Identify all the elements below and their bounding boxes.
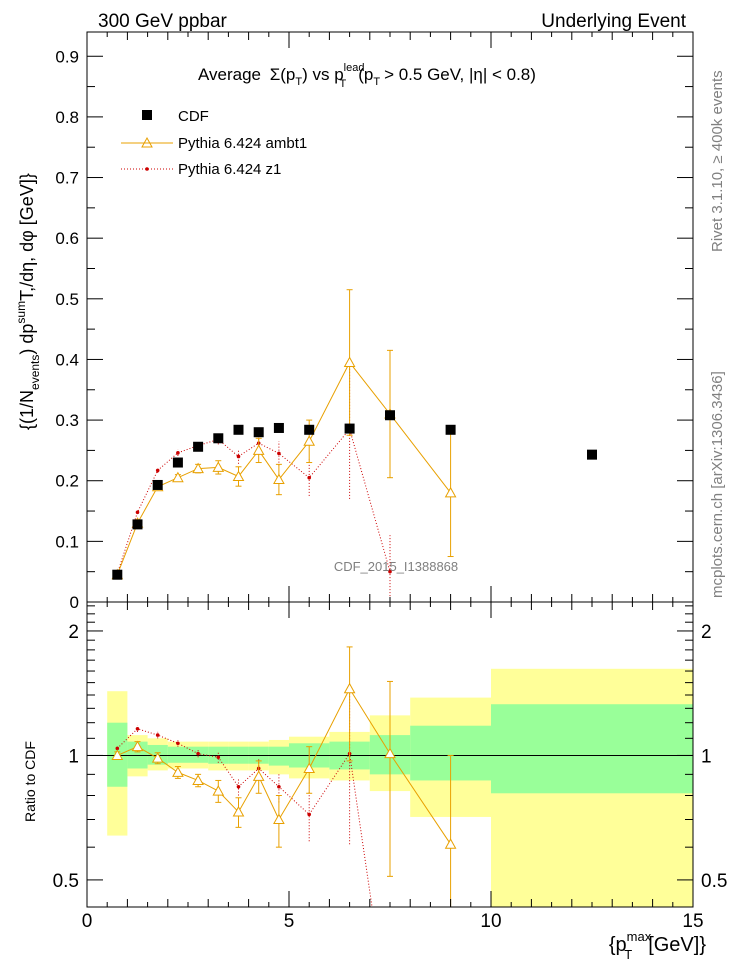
header-right: Underlying Event <box>541 11 686 32</box>
legend: CDF Pythia 6.424 ambt1 Pythia 6.424 z1 <box>121 108 307 178</box>
ratio-z1-point <box>216 755 221 760</box>
legend-label-z1: Pythia 6.424 z1 <box>178 161 281 178</box>
z1-point <box>176 451 180 455</box>
y-tick-label: 0.1 <box>55 532 79 551</box>
cdf-point <box>213 433 224 444</box>
ratio-panel: 0.5 0.5 1 1 2 2 0 5 10 15 Ratio to CDF {pmax T [GeV… <box>22 601 727 962</box>
z1-point <box>155 468 160 473</box>
ratio-ambt1-point <box>172 766 184 777</box>
cdf-point <box>385 410 395 421</box>
ambt1-point <box>192 462 204 474</box>
cdf-point <box>304 424 315 435</box>
ratio-z1-point <box>236 784 241 789</box>
ratio-z1-point <box>277 784 281 789</box>
z1-point <box>135 510 140 515</box>
mcplots-label: mcplots.cern.ch [arXiv:1306.3436] <box>709 371 726 598</box>
rivet-label: Rivet 3.1.10, ≥ 400k events <box>709 70 726 252</box>
x-axis-label: {pmax T [GeV]} <box>609 929 706 962</box>
ratio-y-tick-label-right: 0.5 <box>701 871 727 892</box>
cdf-point <box>132 519 143 530</box>
ratio-ambt1-point <box>273 813 285 824</box>
cdf-point <box>193 441 204 452</box>
ratio-z1-point <box>135 726 140 731</box>
ratio-y-tick-label-left: 1 <box>68 746 79 767</box>
ratio-band-green <box>268 746 289 766</box>
y-tick-label: 0.8 <box>55 108 79 127</box>
cdf-point <box>152 479 163 490</box>
ratio-band-green <box>491 704 693 794</box>
x-tick-label: 15 <box>682 911 703 932</box>
cdf-point <box>172 457 183 468</box>
cdf-point <box>344 423 355 434</box>
ambt1-point <box>343 356 356 367</box>
legend-marker-cdf <box>142 110 152 120</box>
ratio-ambt1-point <box>232 805 245 817</box>
ambt1-point <box>172 471 184 483</box>
y-tick-label: 0.4 <box>55 350 79 369</box>
ratio-ambt1-point <box>343 682 356 694</box>
legend-label-cdf: CDF <box>178 108 209 125</box>
ratio-ambt1-point <box>384 747 396 759</box>
y-tick-label: 0.6 <box>55 229 79 248</box>
ratio-band-green <box>167 746 188 763</box>
cdf-point <box>273 422 284 433</box>
ratio-z1-line <box>116 728 373 907</box>
main-y-label: {(1/Nevents) dpsumT,/dη, dφ [GeV]} <box>14 173 42 430</box>
y-tick-label: 0.5 <box>55 290 79 309</box>
ambt1-point <box>232 470 245 481</box>
ratio-ambt1-point <box>303 762 316 773</box>
legend-marker-z1 <box>145 167 149 171</box>
x-tick-label: 5 <box>284 911 295 932</box>
ratio-ambt1-point <box>151 752 164 763</box>
ambt1-point <box>252 444 265 455</box>
ratio-z1-point <box>176 741 180 746</box>
cdf-point <box>587 449 597 460</box>
analysis-watermark: CDF_2015_I1388868 <box>334 559 458 574</box>
ratio-y-label: Ratio to CDF <box>22 741 38 822</box>
legend-marker-ambt1 <box>141 136 153 148</box>
ambt1-point <box>273 473 285 485</box>
main-title: Average Σ(pT) vs plead T (pT > 0.5 GeV, |η|… <box>198 62 536 90</box>
ratio-y-tick-label-right: 1 <box>701 746 712 767</box>
ambt1-point <box>212 461 225 472</box>
y-tick-label: 0.2 <box>55 472 79 491</box>
ambt1-point <box>444 486 457 498</box>
cdf-point <box>445 424 456 435</box>
z1-point <box>236 454 241 459</box>
cdf-point <box>253 427 264 438</box>
y-tick-label: 0.3 <box>55 411 79 430</box>
ratio-ambt1-point <box>192 774 204 785</box>
z1-line <box>116 428 391 574</box>
ambt1-line <box>116 361 451 575</box>
ratio-ambt1-point <box>212 785 225 796</box>
ambt1-point <box>303 435 316 446</box>
ratio-z1-point <box>115 746 120 751</box>
x-tick-label: 0 <box>82 911 93 932</box>
z1-point <box>307 475 312 480</box>
ratio-z1-point <box>155 733 160 737</box>
ratio-z1-point <box>196 751 200 756</box>
main-panel: 0 0.1 0.2 0.3 0.4 0.5 0.6 0.7 0.8 0.9 Average Σ(p… <box>14 31 694 612</box>
cdf-point <box>233 424 244 435</box>
ratio-z1-point <box>307 812 312 817</box>
header-left: 300 GeV ppbar <box>98 11 228 32</box>
ratio-y-tick-label-left: 2 <box>68 622 79 643</box>
z1-point <box>388 569 392 574</box>
x-tick-label: 10 <box>480 911 501 932</box>
ratio-y-tick-label-left: 0.5 <box>53 871 79 892</box>
ratio-ambt1-point <box>131 740 144 752</box>
y-tick-label: 0.9 <box>55 47 79 66</box>
z1-point <box>277 451 281 456</box>
y-tick-label: 0.7 <box>55 169 79 188</box>
cdf-point <box>112 569 123 580</box>
ratio-y-tick-label-right: 2 <box>701 622 712 643</box>
y-tick-label: 0 <box>70 593 79 612</box>
ratio-ambt1-point <box>111 749 124 760</box>
ratio-ambt1-point <box>444 838 457 849</box>
ratio-ambt1-point <box>252 770 265 781</box>
legend-label-ambt1: Pythia 6.424 ambt1 <box>178 135 307 152</box>
